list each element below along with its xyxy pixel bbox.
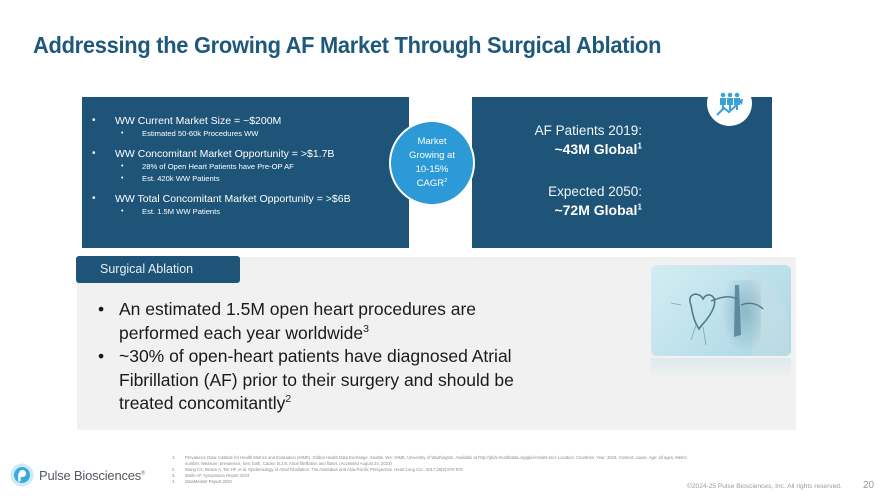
footnotes: 1. Prevalence Data: Institute for Health …	[172, 455, 822, 485]
slide-title: Addressing the Growing AF Market Through…	[33, 32, 662, 58]
market-subitem: Est. 1.5M WW Patients	[92, 206, 409, 218]
bullet-item: An estimated 1.5M open heart procedures …	[97, 298, 617, 345]
market-item: WW Total Concomitant Market Opportunity …	[92, 192, 409, 206]
company-name: Pulse Biosciences®	[39, 467, 145, 483]
market-item: WW Concomitant Market Opportunity = >$1.…	[92, 147, 409, 161]
bullet-item: ~30% of open-heart patients have diagnos…	[97, 345, 617, 416]
copyright-notice: ©2024-25 Pulse Biosciences, Inc. All rig…	[687, 483, 842, 490]
market-size-box: WW Current Market Size = ~$200M Estimate…	[82, 97, 409, 248]
surgical-ablation-label: Surgical Ablation	[76, 256, 240, 283]
stat-2019: AF Patients 2019: ~43M Global1	[535, 122, 642, 159]
footnote-item: 1. Prevalence Data: Institute for Health …	[172, 455, 688, 460]
market-subitem: Est. 420k WW Patients	[92, 173, 409, 185]
page-number: 20	[863, 480, 875, 491]
footnote-item: number, Measure: prevalence, Sex: both, …	[185, 461, 392, 466]
heart-anatomy-image	[651, 265, 791, 356]
growth-text: Market Growing at 10-15% CAGR2	[409, 136, 455, 189]
market-subitem: 28% of Open Heart Patients have Pre-OP A…	[92, 161, 409, 173]
market-item: WW Current Market Size = ~$200M	[92, 114, 409, 128]
stat-2050: Expected 2050: ~72M Global1	[548, 183, 642, 220]
image-reflection	[651, 358, 791, 380]
surgical-ablation-bullets: An estimated 1.5M open heart procedures …	[97, 298, 617, 416]
footnote-item: 2. Wong CX, Brown A, Tse HF, et al. Epide…	[172, 467, 463, 472]
footnote-item: 3. Wolfe AF Symposium Report 2023	[172, 473, 250, 478]
market-subitem: Estimated 50-60k Procedures WW	[92, 128, 409, 140]
stat-value: ~43M Global1	[554, 140, 642, 157]
people-growth-icon	[707, 81, 752, 126]
stat-value: ~72M Global1	[554, 201, 642, 218]
stat-label: Expected 2050:	[548, 184, 642, 199]
market-growth-circle: Market Growing at 10-15% CAGR2	[389, 120, 475, 206]
footnote-item: 4. DataMeister Report 2020	[172, 479, 232, 484]
stat-label: AF Patients 2019:	[534, 123, 642, 138]
company-logo: Pulse Biosciences®	[10, 463, 145, 487]
pulse-logo-icon	[10, 463, 34, 487]
